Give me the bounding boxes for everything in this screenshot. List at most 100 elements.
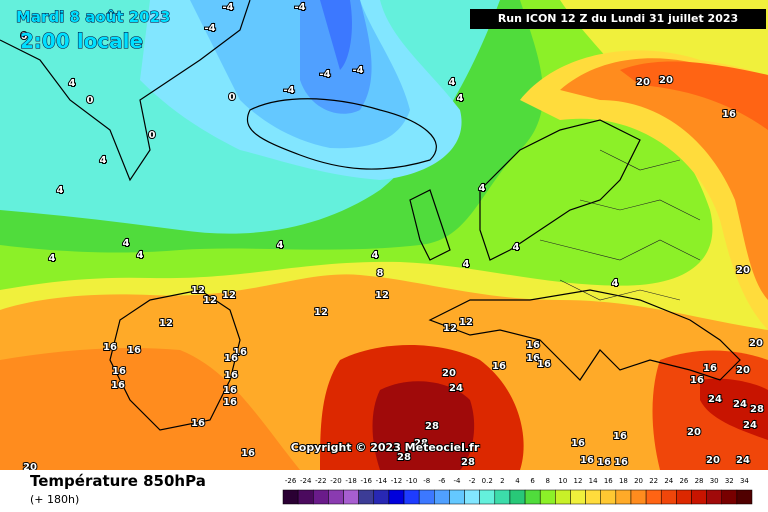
contour-label: 16 [526, 353, 540, 364]
contour-label: 16 [112, 366, 126, 377]
contour-label: 12 [443, 323, 457, 334]
contour-label: -4 [352, 65, 363, 76]
legend-swatch [494, 489, 511, 505]
contour-label: 16 [526, 340, 540, 351]
contour-label: 0 [87, 95, 94, 106]
contour-label: 12 [159, 318, 173, 329]
contour-label: 8 [377, 268, 384, 279]
contour-label: 16 [191, 418, 205, 429]
contour-label: 16 [597, 457, 611, 468]
contour-label: 28 [461, 457, 475, 468]
legend-label: -12 [391, 477, 402, 485]
legend-swatch [509, 489, 526, 505]
legend-swatch [600, 489, 617, 505]
legend-swatch [736, 489, 753, 505]
footer-title: Température 850hPa [30, 472, 206, 490]
legend-label: -14 [376, 477, 388, 485]
legend-label: -22 [315, 477, 326, 485]
contour-label: 20 [442, 368, 456, 379]
legend-label: -2 [469, 477, 476, 485]
contour-label: 16 [690, 375, 704, 386]
legend-label: -4 [453, 477, 461, 485]
contour-label: 20 [736, 265, 750, 276]
contour-label: -4 [283, 85, 294, 96]
legend-swatch [343, 489, 359, 505]
contour-label: 12 [375, 290, 389, 301]
contour-label: 16 [492, 361, 506, 372]
contour-label: 4 [100, 155, 107, 166]
legend-label: 16 [604, 477, 613, 485]
legend-swatch [313, 489, 329, 505]
contour-label: 12 [203, 295, 217, 306]
legend-label: 30 [710, 477, 719, 485]
map-time: 2:00 locale [20, 29, 143, 53]
legend-label: 0.2 [482, 477, 493, 485]
legend-swatch [373, 489, 390, 505]
contour-label: 0 [21, 31, 28, 42]
contour-label: 20 [706, 455, 720, 466]
map-date: Mardi 8 août 2023 [16, 8, 170, 26]
contour-label: 16 [224, 370, 238, 381]
legend-swatch [358, 489, 375, 505]
legend-swatch [282, 489, 299, 505]
contour-label: 16 [537, 359, 551, 370]
footer-lead: (+ 180h) [30, 493, 79, 506]
contour-label: 12 [314, 307, 328, 318]
legend-label: 26 [679, 477, 688, 485]
legend-swatch [403, 489, 420, 505]
contour-label: 4 [449, 77, 456, 88]
contour-label: 16 [223, 397, 237, 408]
legend-label: -18 [345, 477, 356, 485]
legend-swatch [660, 489, 677, 505]
legend-label: 10 [558, 477, 567, 485]
legend-swatch [524, 489, 541, 505]
contour-label: 12 [459, 317, 473, 328]
legend-swatch [418, 489, 435, 505]
legend-label: 32 [725, 477, 734, 485]
legend-label: 24 [664, 477, 673, 485]
legend-swatch [691, 489, 707, 505]
contour-label: -4 [204, 23, 215, 34]
legend-swatch [570, 489, 586, 505]
contour-label: 16 [233, 347, 247, 358]
legend-swatch [706, 489, 722, 505]
contour-label: 20 [749, 338, 763, 349]
legend-label: -16 [360, 477, 372, 485]
contour-label: 4 [123, 238, 130, 249]
run-box [470, 9, 766, 29]
legend-swatch [434, 489, 450, 505]
legend-swatch [676, 489, 692, 505]
legend-swatch [539, 489, 556, 505]
contour-label: 16 [722, 109, 736, 120]
contour-label: 12 [222, 290, 236, 301]
legend-swatch [297, 489, 314, 505]
legend-label: 12 [574, 477, 583, 485]
legend-label: -6 [438, 477, 446, 485]
contour-label: 28 [425, 421, 439, 432]
legend-swatch [388, 489, 405, 505]
legend-label: 18 [619, 477, 628, 485]
contour-label: -4 [294, 2, 305, 13]
legend-swatch [555, 489, 571, 505]
contour-label: 16 [103, 342, 117, 353]
map [0, 0, 768, 470]
contour-label: 16 [241, 448, 255, 459]
contour-label: 24 [736, 455, 750, 466]
contour-label: 20 [636, 77, 650, 88]
contour-label: 16 [111, 380, 125, 391]
contour-label: 16 [224, 353, 238, 364]
contour-label: 4 [69, 78, 76, 89]
run-info: Run ICON 12 Z du Lundi 31 juillet 2023 [498, 12, 738, 25]
legend-label: -10 [406, 477, 417, 485]
contour-label: 28 [397, 452, 411, 463]
contour-label: -4 [319, 69, 330, 80]
legend-label: -20 [330, 477, 341, 485]
legend-swatch [630, 489, 647, 505]
contour-label: 4 [463, 259, 470, 270]
contour-label: 16 [703, 363, 717, 374]
legend-swatch [615, 489, 632, 505]
contour-label: 4 [513, 242, 520, 253]
legend-swatch [328, 489, 344, 505]
contour-label: 24 [449, 383, 463, 394]
